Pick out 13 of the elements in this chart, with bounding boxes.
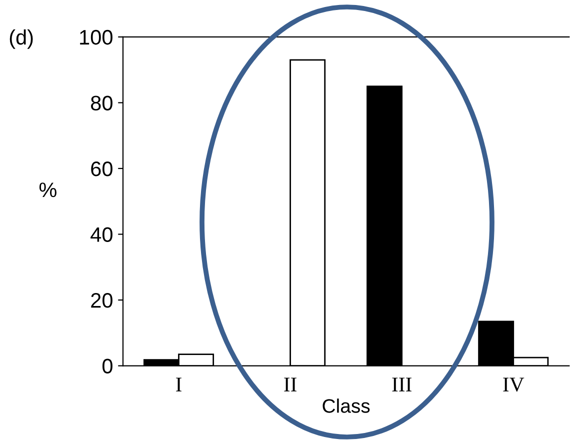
- y-tick-label: 60: [91, 161, 112, 176]
- y-tick-label: 40: [90, 227, 112, 242]
- x-tick-label: III: [392, 378, 412, 392]
- x-tick-label: I: [176, 378, 182, 392]
- text: (d): [10, 29, 33, 49]
- y-tick-label: 80: [90, 96, 112, 110]
- y-tick-label: 0: [102, 358, 112, 374]
- y-tick-label: 20: [91, 293, 112, 308]
- y-axis-title: %: [39, 182, 56, 198]
- x-tick-label: II: [284, 378, 296, 392]
- x-axis-title: Class: [322, 398, 370, 413]
- x-tick-label: IV: [503, 378, 524, 392]
- y-tick-label: 100: [80, 30, 112, 45]
